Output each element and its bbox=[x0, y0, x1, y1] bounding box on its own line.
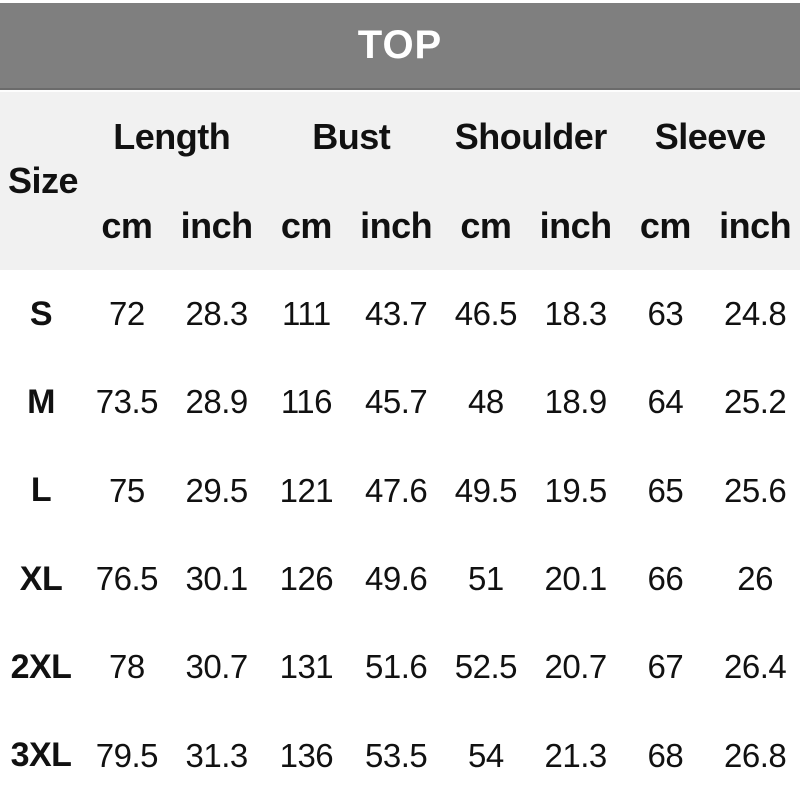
measurement-cell: 19.5 bbox=[544, 471, 608, 509]
title-bar-divider bbox=[0, 90, 800, 92]
measurement-cell: 73.5 bbox=[95, 383, 159, 421]
measurement-cell: 43.7 bbox=[365, 295, 428, 333]
measurement-cell: 116 bbox=[280, 383, 333, 421]
column-group-length: Length bbox=[82, 92, 262, 181]
measurement-cell: 66 bbox=[647, 560, 684, 598]
table-header: Size Length Bust Shoulder Sleeve cm inch… bbox=[0, 92, 800, 270]
chart-title: TOP bbox=[357, 23, 443, 67]
measurement-cell: 49.6 bbox=[365, 560, 428, 598]
unit-header-length-inch: inch bbox=[171, 181, 262, 270]
measurement-cell: 65 bbox=[647, 471, 684, 509]
measurement-cell: 48 bbox=[468, 383, 504, 421]
unit-header-length-cm: cm bbox=[82, 181, 172, 270]
measurement-cell: 25.6 bbox=[724, 471, 787, 509]
unit-header-shoulder-cm: cm bbox=[441, 181, 531, 270]
measurement-cell: 53.5 bbox=[365, 736, 428, 774]
group-header-row: Size Length Bust Shoulder Sleeve bbox=[0, 92, 800, 270]
measurement-cell: 111 bbox=[282, 295, 331, 333]
size-label: XL bbox=[19, 559, 63, 598]
measurement-cell: 30.1 bbox=[185, 560, 249, 598]
table-body: S 72 28.3 111 43.7 46.5 18.3 63 24.8 M 7… bbox=[0, 270, 800, 800]
unit-header-bust-cm: cm bbox=[261, 181, 352, 270]
column-group-shoulder: Shoulder bbox=[441, 92, 621, 181]
measurement-cell: 51.6 bbox=[365, 648, 428, 686]
measurement-cell: 18.3 bbox=[544, 295, 608, 333]
measurement-cell: 18.9 bbox=[544, 383, 608, 421]
measurement-cell: 25.2 bbox=[724, 383, 787, 421]
measurement-cell: 21.3 bbox=[544, 736, 608, 774]
measurement-cell: 67 bbox=[647, 648, 684, 686]
size-label: S bbox=[29, 294, 53, 333]
measurement-cell: 24.8 bbox=[724, 295, 787, 333]
column-group-bust: Bust bbox=[261, 92, 441, 181]
size-label: 2XL bbox=[10, 647, 72, 686]
measurement-cell: 54 bbox=[468, 736, 504, 774]
measurement-cell: 26.4 bbox=[724, 648, 787, 686]
measurement-cell: 26 bbox=[737, 560, 773, 598]
unit-header-row: cm inch cm inch cm inch cm inch bbox=[0, 181, 800, 270]
column-group-sleeve: Sleeve bbox=[620, 92, 800, 181]
measurement-cell: 126 bbox=[279, 560, 334, 598]
measurement-cell: 75 bbox=[109, 471, 145, 509]
unit-header-sleeve-cm: cm bbox=[620, 181, 711, 270]
measurement-cell: 136 bbox=[279, 736, 334, 774]
unit-header-bust-inch: inch bbox=[351, 181, 441, 270]
measurement-cell: 52.5 bbox=[454, 648, 518, 686]
measurement-cell: 28.3 bbox=[185, 295, 249, 333]
measurement-cell: 49.5 bbox=[454, 471, 518, 509]
size-table: Size Length Bust Shoulder Sleeve cm inch… bbox=[0, 92, 800, 800]
measurement-cell: 78 bbox=[109, 648, 145, 686]
measurement-cell: 45.7 bbox=[365, 383, 428, 421]
measurement-cell: 76.5 bbox=[95, 560, 159, 598]
measurement-cell: 30.7 bbox=[185, 648, 249, 686]
measurement-cell: 51 bbox=[468, 560, 504, 598]
table-row-xl: XL 76.5 30.1 126 49.6 51 20.1 66 26 bbox=[0, 535, 800, 623]
top-margin-strip bbox=[0, 0, 800, 3]
size-label: M bbox=[27, 382, 55, 421]
table-row-3xl: 3XL 79.5 31.3 136 53.5 54 21.3 68 26.8 bbox=[0, 712, 800, 800]
unit-header-sleeve-inch: inch bbox=[710, 181, 800, 270]
measurement-cell: 46.5 bbox=[454, 295, 518, 333]
measurement-cell: 121 bbox=[279, 471, 334, 509]
table-row-2xl: 2XL 78 30.7 131 51.6 52.5 20.7 67 26.4 bbox=[0, 623, 800, 711]
measurement-cell: 31.3 bbox=[185, 736, 249, 774]
unit-header-shoulder-inch: inch bbox=[530, 181, 621, 270]
measurement-cell: 20.1 bbox=[544, 560, 608, 598]
measurement-cell: 68 bbox=[647, 736, 684, 774]
measurement-cell: 131 bbox=[279, 648, 334, 686]
measurement-cell: 79.5 bbox=[95, 736, 159, 774]
measurement-cell: 26.8 bbox=[724, 736, 787, 774]
measurement-cell: 29.5 bbox=[185, 471, 249, 509]
measurement-cell: 28.9 bbox=[185, 383, 249, 421]
column-header-size: Size bbox=[0, 92, 82, 270]
size-label: 3XL bbox=[10, 736, 72, 775]
measurement-cell: 47.6 bbox=[365, 471, 428, 509]
title-bar: TOP bbox=[0, 3, 800, 90]
measurement-cell: 64 bbox=[647, 383, 684, 421]
measurement-cell: 20.7 bbox=[544, 648, 608, 686]
measurement-cell: 63 bbox=[647, 295, 684, 333]
table-row-s: S 72 28.3 111 43.7 46.5 18.3 63 24.8 bbox=[0, 270, 800, 358]
measurement-cell: 72 bbox=[109, 295, 145, 333]
table-row-l: L 75 29.5 121 47.6 49.5 19.5 65 25.6 bbox=[0, 447, 800, 535]
table-row-m: M 73.5 28.9 116 45.7 48 18.9 64 25.2 bbox=[0, 358, 800, 446]
size-label: L bbox=[30, 471, 52, 510]
